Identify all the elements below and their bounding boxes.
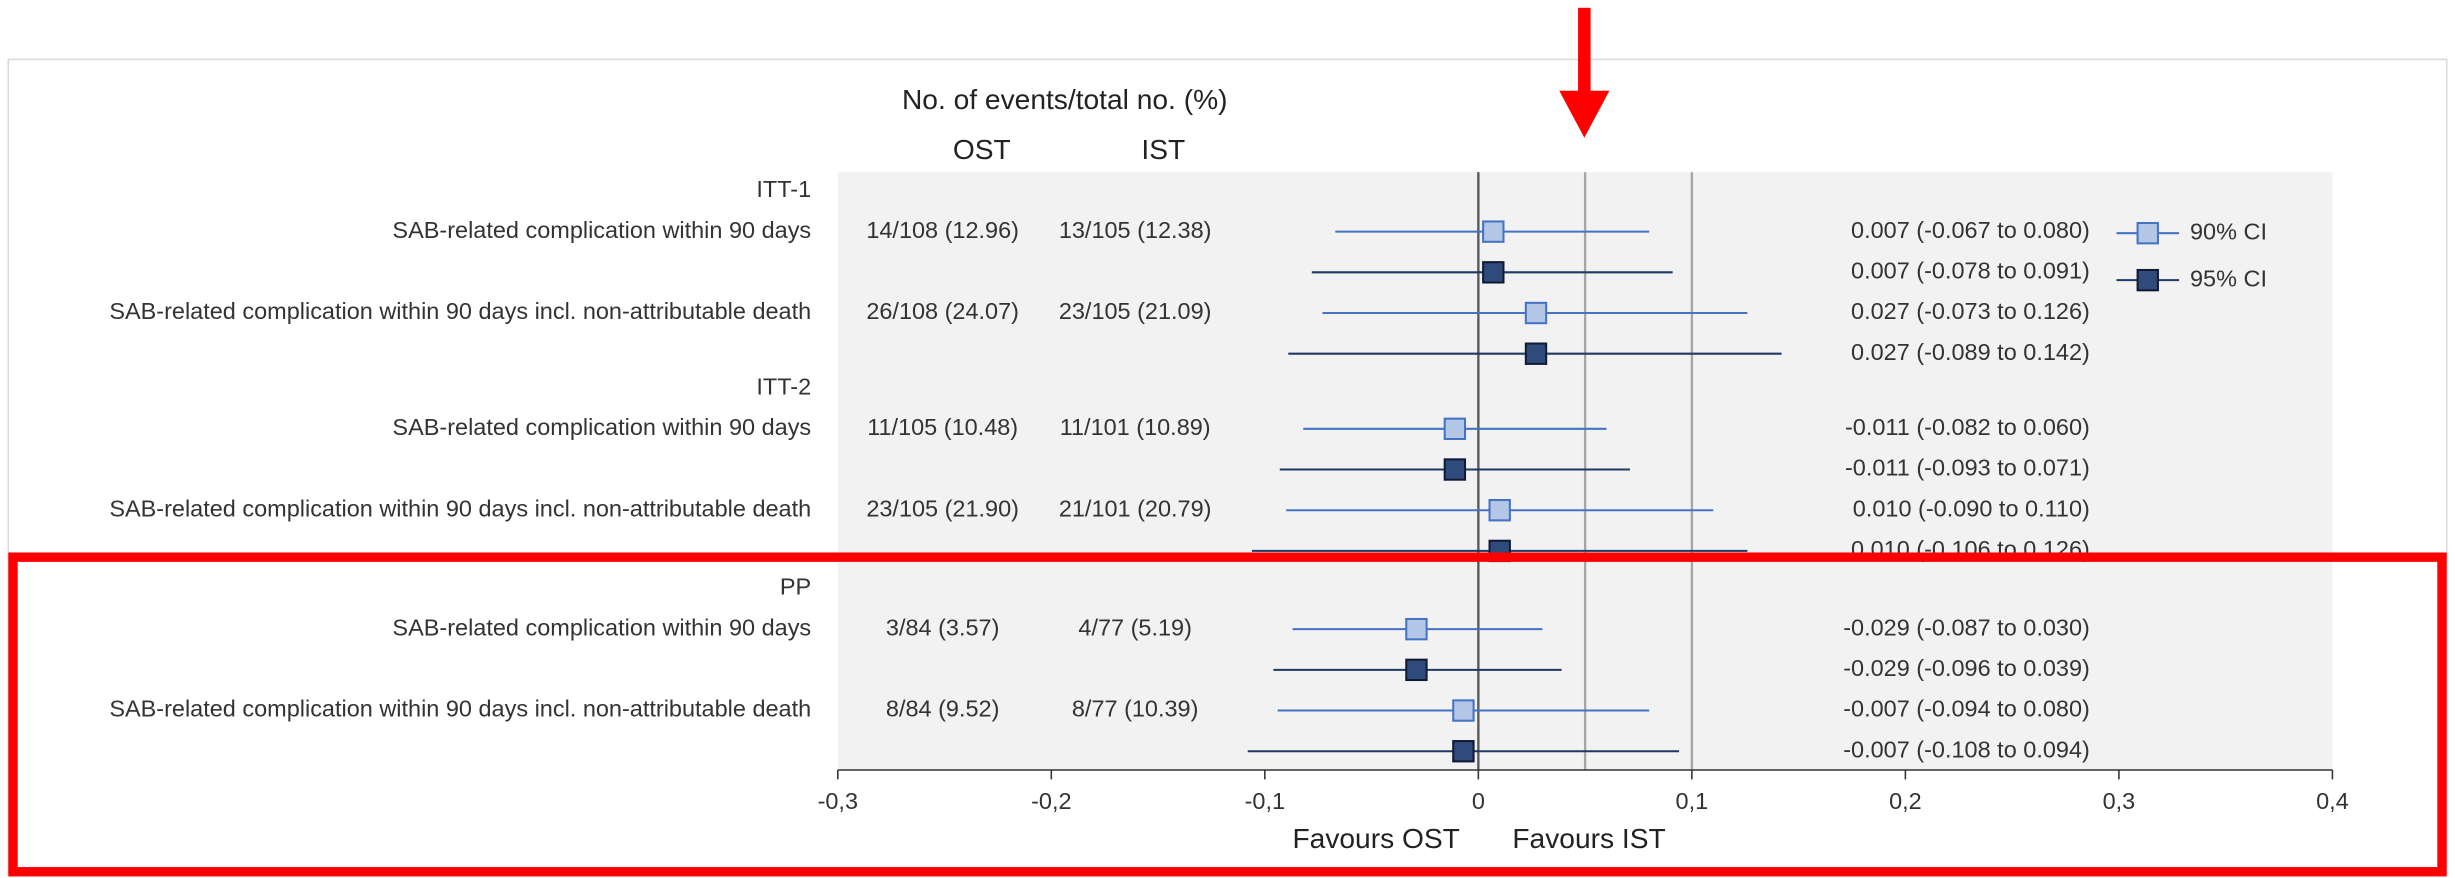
group-label: ITT-1: [756, 176, 811, 202]
legend-marker: [2136, 268, 2159, 292]
ci-label: -0.011 (-0.093 to 0.071): [1845, 455, 2090, 481]
estimate-marker: [1482, 220, 1505, 243]
ci-label: -0.029 (-0.087 to 0.030): [1843, 614, 2090, 640]
ci-label: -0.007 (-0.094 to 0.080): [1843, 696, 2090, 722]
x-tick-label: 0,1: [1676, 788, 1709, 814]
estimate-marker: [1405, 658, 1428, 682]
ist-value: 13/105 (12.38): [1059, 217, 1212, 243]
outcome-label: SAB-related complication within 90 days …: [109, 298, 811, 324]
estimate-marker: [1524, 342, 1548, 365]
estimate-marker: [1524, 301, 1548, 325]
estimate-marker: [1482, 261, 1505, 284]
column-header: IST: [1141, 133, 1185, 165]
ci-label: 0.007 (-0.067 to 0.080): [1851, 217, 2090, 243]
arrow-head: [1559, 90, 1610, 138]
ist-value: 11/101 (10.89): [1060, 414, 1211, 440]
estimate-marker: [1488, 499, 1511, 522]
ost-value: 23/105 (21.90): [866, 495, 1019, 521]
group-label: ITT-2: [756, 373, 811, 399]
group-label: PP: [780, 574, 811, 600]
x-label: Favours OST: [1292, 822, 1459, 854]
highlight-arrow: [1559, 7, 1610, 138]
ist-value: 21/101 (20.79): [1059, 495, 1212, 521]
outcome-label: SAB-related complication within 90 days …: [109, 495, 811, 521]
ci-label: -0.011 (-0.082 to 0.060): [1845, 414, 2090, 440]
outcome-label: SAB-related complication within 90 days …: [109, 696, 811, 722]
x-label: Favours IST: [1512, 822, 1665, 854]
ci-label: 0.027 (-0.073 to 0.126): [1851, 298, 2090, 324]
legend-marker: [2136, 222, 2159, 245]
column-header: OST: [953, 133, 1011, 165]
x-tick-label: -0,2: [1031, 788, 1071, 814]
estimate-marker: [1443, 417, 1467, 441]
x-tick-label: 0,2: [1889, 788, 1922, 814]
ost-value: 11/105 (10.48): [867, 414, 1018, 440]
outcome-label: SAB-related complication within 90 days: [392, 217, 811, 243]
x-tick-label: -0,1: [1245, 788, 1285, 814]
x-tick-label: 0,3: [2103, 788, 2136, 814]
ci-label: -0.029 (-0.096 to 0.039): [1843, 655, 2090, 681]
header: No. of events/total no. (%): [902, 83, 1228, 115]
legend-label: 95% CI: [2190, 265, 2267, 291]
x-tick-label: -0,3: [818, 788, 858, 814]
x-tick-label: 0: [1472, 788, 1485, 814]
estimate-marker: [1452, 699, 1475, 722]
outcome-label: SAB-related complication within 90 days: [392, 414, 811, 440]
ci-label: 0.010 (-0.090 to 0.110): [1853, 495, 2090, 521]
legend-label: 90% CI: [2190, 218, 2267, 244]
ist-value: 23/105 (21.09): [1059, 298, 1212, 324]
outcome-label: SAB-related complication within 90 days: [392, 614, 811, 640]
estimate-marker: [1405, 617, 1428, 641]
x-tick-label: 0,4: [2316, 788, 2349, 814]
ost-value: 3/84 (3.57): [886, 614, 1000, 640]
arrow-shaft: [1578, 7, 1591, 94]
ost-value: 26/108 (24.07): [866, 298, 1019, 324]
ost-value: 8/84 (9.52): [886, 696, 1000, 722]
estimate-marker: [1452, 740, 1475, 763]
ci-label: 0.007 (-0.078 to 0.091): [1851, 258, 2090, 284]
ost-value: 14/108 (12.96): [866, 217, 1019, 243]
ci-label: 0.027 (-0.089 to 0.142): [1851, 339, 2090, 365]
ist-value: 8/77 (10.39): [1072, 696, 1199, 722]
ist-value: 4/77 (5.19): [1078, 614, 1192, 640]
ci-label: -0.007 (-0.108 to 0.094): [1843, 736, 2090, 762]
highlight-box: [8, 552, 2447, 877]
estimate-marker: [1443, 458, 1467, 481]
